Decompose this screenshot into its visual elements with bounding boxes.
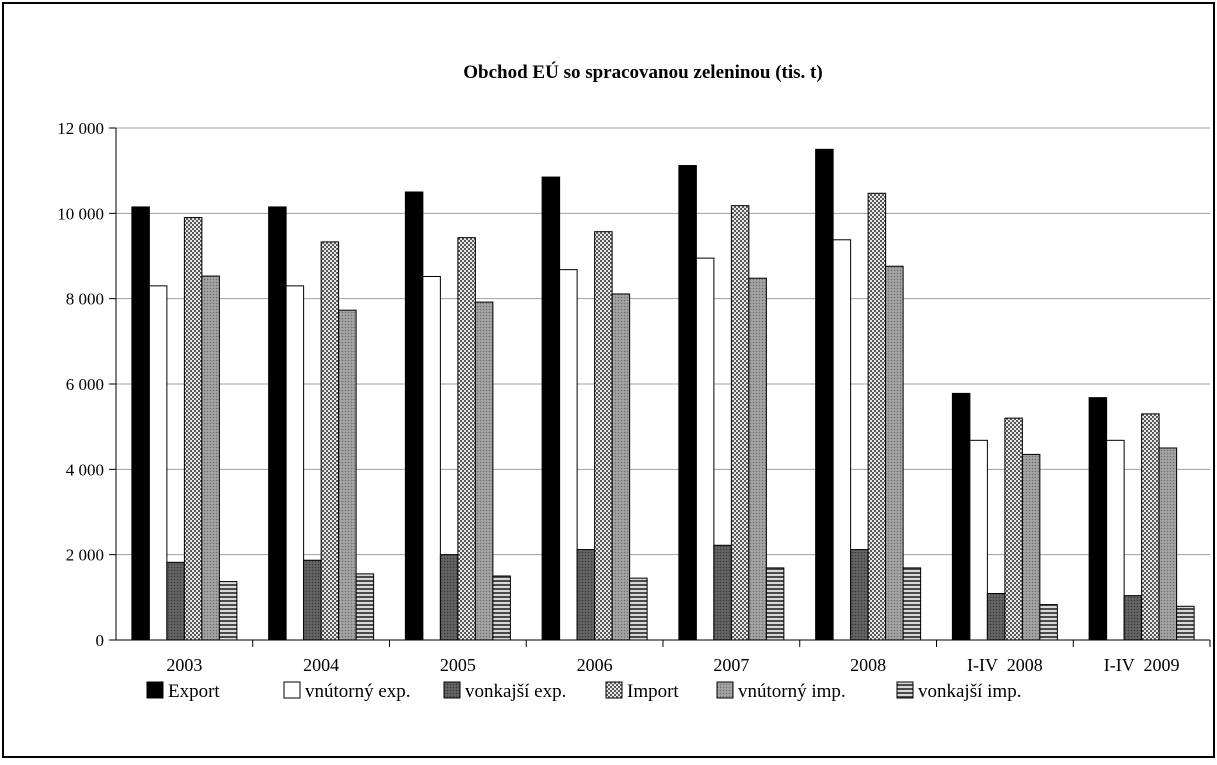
bar (986, 592, 1006, 641)
y-tick-label: 4 000 (66, 460, 104, 479)
bar (1106, 439, 1125, 641)
bar (404, 191, 424, 641)
bar (1176, 605, 1195, 641)
y-tick-label: 8 000 (66, 290, 104, 309)
legend-label: vnútorný imp. (738, 681, 846, 702)
legend-label: Import (627, 681, 679, 702)
bar (268, 206, 287, 641)
bar (576, 549, 596, 641)
bar (902, 567, 922, 641)
y-tick-label: 12 000 (57, 119, 104, 138)
bar (218, 581, 238, 641)
y-tick-label: 2 000 (66, 546, 104, 565)
y-tick-label: 10 000 (57, 204, 104, 223)
bar (201, 275, 220, 641)
bar (474, 301, 494, 641)
bar (713, 544, 732, 641)
bar (148, 285, 168, 641)
legend-label: Export (168, 681, 220, 702)
y-tick-label: 6 000 (66, 375, 104, 394)
x-tick-label: I-IV 2009 (1104, 655, 1180, 675)
bar (867, 192, 887, 641)
bar (730, 205, 750, 641)
bar (1158, 447, 1178, 641)
bar (1039, 604, 1058, 641)
bar (594, 231, 613, 641)
x-tick-label: 2003 (166, 655, 202, 675)
bar (439, 554, 459, 641)
bar (422, 275, 441, 641)
bar (285, 285, 305, 641)
bar (492, 575, 511, 641)
x-tick-label: I-IV 2008 (967, 655, 1043, 675)
bar (765, 567, 785, 641)
x-tick-label: 2004 (303, 655, 339, 675)
bar (320, 241, 340, 641)
bar (1088, 397, 1108, 641)
bar (1141, 413, 1160, 641)
bar (885, 265, 904, 641)
y-tick-label: 0 (96, 631, 105, 650)
x-tick-label: 2005 (440, 655, 476, 675)
legend-label: vonkajší exp. (465, 681, 566, 702)
x-tick-label: 2008 (850, 655, 886, 675)
legend-swatch (716, 681, 734, 699)
x-tick-label: 2007 (713, 655, 749, 675)
bar (832, 239, 852, 641)
bar (850, 549, 869, 641)
bar (131, 206, 150, 641)
bar (457, 237, 476, 641)
legend-swatch (605, 681, 623, 699)
legend-swatch (283, 681, 301, 699)
bars (131, 148, 1195, 641)
bar (303, 559, 322, 641)
chart-title: Obchod EÚ so spracovanou zeleninou (tis.… (463, 61, 822, 83)
bar (1021, 453, 1041, 641)
legend: Export vnútorný exp. vonkajší exp. Import vn… (146, 681, 1021, 702)
bar (166, 561, 185, 641)
bar (1004, 417, 1023, 641)
bar (541, 176, 561, 641)
bar (815, 148, 834, 641)
legend-swatch (146, 681, 164, 699)
bar (338, 309, 357, 641)
bar (678, 165, 697, 641)
bar (355, 573, 375, 641)
legend-label: vnútorný exp. (305, 681, 411, 702)
bar (969, 439, 988, 641)
legend-swatch (443, 681, 461, 699)
axes: 0 2 000 4 000 6 000 8 000 10 000 12 000 2003 200… (57, 119, 1211, 675)
bar (748, 277, 767, 641)
legend-swatch (896, 681, 914, 699)
bar (1123, 595, 1143, 641)
x-tick-label: 2006 (577, 655, 613, 675)
bar (183, 217, 203, 641)
bar (951, 392, 971, 641)
bar (559, 269, 578, 641)
bar (695, 257, 715, 641)
bar (611, 293, 631, 641)
bar (629, 577, 648, 641)
legend-label: vonkajší imp. (918, 681, 1021, 702)
